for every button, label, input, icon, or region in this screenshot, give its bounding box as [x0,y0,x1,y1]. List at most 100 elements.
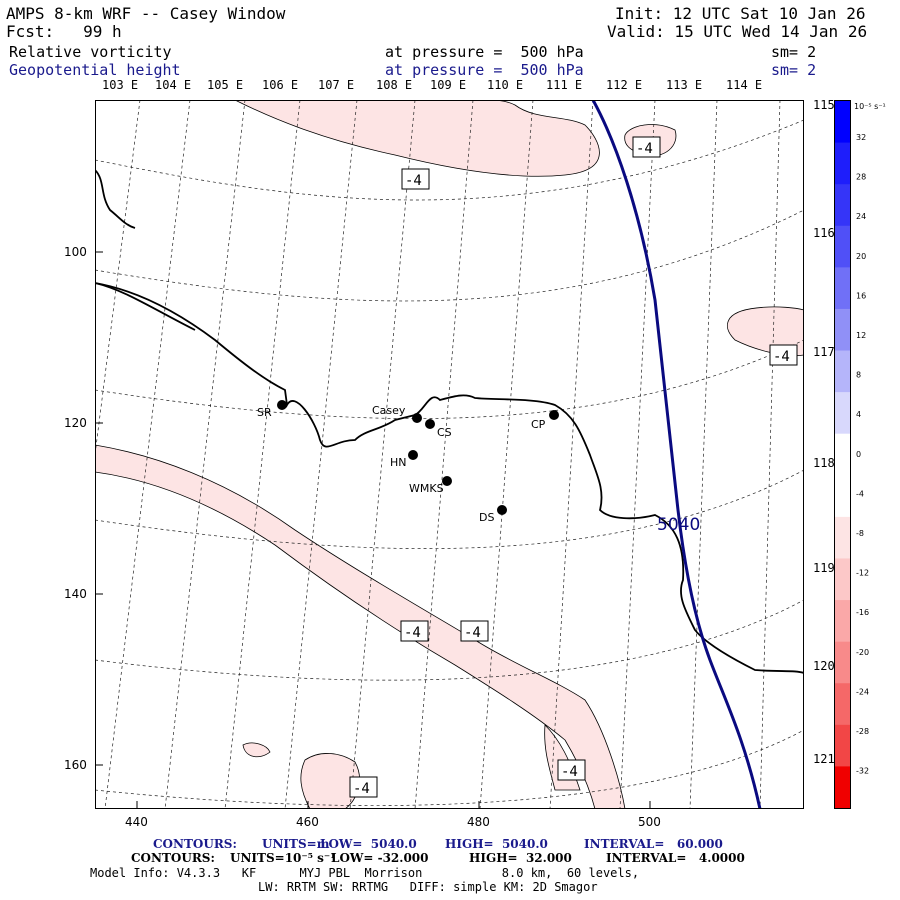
lon-label: 103 E [102,78,139,92]
colorbar-swatch [835,101,850,144]
vorticity-blob-small [242,742,271,758]
vort-label-6: -4 [557,759,586,781]
lon-label: 107 E [318,78,355,92]
colorbar-label: 4 [856,410,861,419]
height-contours-tag: CONTOURS: [153,837,237,851]
valid-time: Valid: 15 UTC Wed 14 Jan 26 [607,22,868,41]
height-contours-units: UNITS=m [262,837,330,851]
lat-lon-grid [95,100,804,809]
geopotential-height-contour [591,100,762,809]
height-contours-high: HIGH= 5040.0 [445,837,548,851]
colorbar-swatch [835,225,850,268]
svg-text:-4: -4 [464,625,481,641]
lon-label: 108 E [376,78,413,92]
y-tick-label: 120 [64,416,87,430]
colorbar-label: -28 [856,727,869,736]
colorbar-label: 28 [856,173,866,182]
vort-contours-low: LOW= -32.000 [331,851,429,865]
x-tick-label: 440 [125,815,148,829]
height-contour-label: 5040 [657,515,700,535]
colorbar-swatch [835,184,850,227]
lon-label: 112 E [606,78,643,92]
colorbar-swatch [835,516,850,559]
field-1-smoothing: sm= 2 [771,43,817,61]
field-2-level: at pressure = 500 hPa [385,61,584,79]
init-time: Init: 12 UTC Sat 10 Jan 26 [615,4,866,23]
station-dot-wmks [442,476,452,486]
station-dot-ds [497,505,507,515]
map-panel: SR Casey CS CP HN WMKS DS -4 -4 -4 -4 -4… [95,100,804,809]
colorbar-label: -8 [856,529,864,538]
colorbar-swatch [835,267,850,310]
y-tick-label: 140 [64,587,87,601]
vort-contours-tag: CONTOURS: [131,851,215,865]
vort-label-4: -4 [400,620,429,642]
colorbar-label: -24 [856,687,869,696]
y-tick-label: 100 [64,245,87,259]
vorticity-band-north [234,100,600,177]
axis-ticks [95,251,651,809]
svg-text:-4: -4 [404,625,421,641]
vort-label-3: -4 [769,344,798,366]
field-1-name: Relative vorticity [9,43,172,61]
model-physics: LW: RRTM SW: RRTMG DIFF: simple KM: 2D S… [258,880,598,894]
x-tick-label: 480 [467,815,490,829]
svg-text:-4: -4 [561,764,578,780]
station-dot-cs [425,419,435,429]
height-contours-interval: INTERVAL= 60.000 [584,837,723,851]
station-label-casey: Casey [372,404,406,417]
colorbar-label: -16 [856,608,869,617]
station-label-cs: CS [437,426,452,439]
vort-label-5: -4 [460,620,489,642]
colorbar-label: 20 [856,252,866,261]
x-tick-label: 460 [296,815,319,829]
colorbar-swatch [835,475,850,518]
station-label-hn: HN [390,456,407,469]
height-contours-low: LOW= 5040.0 [320,837,417,851]
colorbar-label: 12 [856,331,866,340]
colorbar-swatch [835,683,850,726]
colorbar-swatches [835,101,850,809]
field-2-smoothing: sm= 2 [771,61,817,79]
vort-label-1: -4 [401,168,430,190]
colorbar-swatch [835,724,850,767]
colorbar-label: -4 [856,489,864,498]
station-label-cp: CP [531,418,546,431]
station-markers [277,400,559,515]
colorbar-units: 10⁻⁵ s⁻¹ [854,102,886,111]
lon-label: 105 E [207,78,244,92]
svg-text:-4: -4 [353,781,370,797]
colorbar-label: -12 [856,569,869,578]
lon-label: 104 E [155,78,192,92]
y-tick-label: 160 [64,758,87,772]
colorbar-label: 32 [856,133,866,142]
field-2-name: Geopotential height [9,61,181,79]
colorbar-label: -20 [856,648,869,657]
svg-text:-4: -4 [636,141,653,157]
colorbar: 32 28 24 20 16 12 8 4 0 -4 -8 -12 -16 -20 -24 -28 -32 10… [834,100,886,809]
colorbar-label: 8 [856,371,861,380]
x-tick-label: 500 [638,815,661,829]
negative-vorticity-regions [95,100,804,809]
colorbar-swatch [835,641,850,684]
station-dot-hn [408,450,418,460]
plot-title: AMPS 8-km WRF -- Casey Window [6,4,286,23]
vort-contours-interval: INTERVAL= 4.0000 [606,851,745,865]
colorbar-swatch [835,766,850,809]
colorbar-label: 0 [856,450,861,459]
station-dot-sr [277,400,287,410]
station-label-wmks: WMKS [409,482,444,495]
vort-label-2: -4 [632,136,661,158]
lon-label: 111 E [546,78,583,92]
colorbar-swatch [835,142,850,185]
colorbar-swatch [835,600,850,643]
station-dot-cp [549,410,559,420]
station-label-sr: SR [257,406,272,419]
lon-label: 113 E [666,78,703,92]
colorbar-swatch [835,392,850,435]
colorbar-swatch [835,308,850,352]
station-label-ds: DS [479,511,494,524]
colorbar-label: 16 [856,291,866,300]
field-1-level: at pressure = 500 hPa [385,43,584,61]
forecast-hour: Fcst: 99 h [6,22,122,41]
